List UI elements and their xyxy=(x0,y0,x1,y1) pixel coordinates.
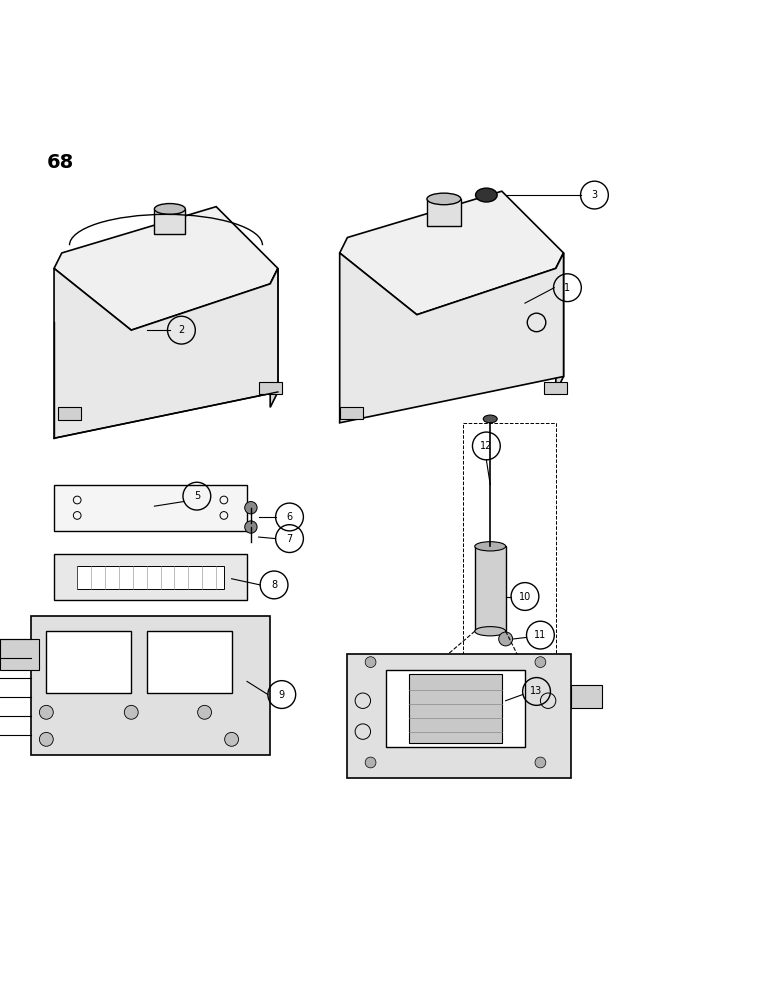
Text: 8: 8 xyxy=(271,580,277,590)
Ellipse shape xyxy=(476,188,497,202)
Circle shape xyxy=(365,757,376,768)
Circle shape xyxy=(198,705,212,719)
Polygon shape xyxy=(347,654,571,778)
Circle shape xyxy=(39,705,53,719)
Text: 2: 2 xyxy=(178,325,185,335)
Circle shape xyxy=(245,521,257,533)
Ellipse shape xyxy=(475,542,506,551)
Polygon shape xyxy=(340,253,564,423)
Polygon shape xyxy=(31,616,270,755)
Polygon shape xyxy=(54,268,278,438)
Polygon shape xyxy=(259,382,282,394)
Text: 68: 68 xyxy=(46,153,73,172)
Text: 3: 3 xyxy=(591,190,598,200)
Polygon shape xyxy=(270,268,278,407)
Polygon shape xyxy=(54,207,278,330)
Ellipse shape xyxy=(475,627,506,636)
Ellipse shape xyxy=(154,204,185,214)
Polygon shape xyxy=(77,566,224,589)
Polygon shape xyxy=(386,670,525,747)
Polygon shape xyxy=(409,674,502,743)
Circle shape xyxy=(365,657,376,668)
Polygon shape xyxy=(340,191,564,315)
Circle shape xyxy=(535,657,546,668)
Circle shape xyxy=(245,502,257,514)
Polygon shape xyxy=(58,407,81,420)
Text: 6: 6 xyxy=(286,512,293,522)
Circle shape xyxy=(39,732,53,746)
Circle shape xyxy=(499,632,513,646)
Polygon shape xyxy=(340,407,363,419)
Text: 9: 9 xyxy=(279,690,285,700)
Polygon shape xyxy=(154,209,185,234)
Text: 12: 12 xyxy=(480,441,493,451)
Polygon shape xyxy=(54,554,247,600)
Text: 13: 13 xyxy=(530,686,543,696)
Polygon shape xyxy=(556,253,564,392)
Text: 7: 7 xyxy=(286,534,293,544)
Polygon shape xyxy=(54,485,247,531)
Polygon shape xyxy=(46,631,131,693)
Polygon shape xyxy=(427,199,461,226)
Polygon shape xyxy=(147,631,232,693)
Text: 10: 10 xyxy=(519,591,531,601)
Ellipse shape xyxy=(483,415,497,423)
Polygon shape xyxy=(475,546,506,631)
Text: 5: 5 xyxy=(194,491,200,501)
Circle shape xyxy=(124,705,138,719)
Polygon shape xyxy=(0,639,39,670)
Polygon shape xyxy=(571,685,602,708)
Polygon shape xyxy=(544,382,567,394)
Ellipse shape xyxy=(427,193,461,205)
Circle shape xyxy=(225,732,239,746)
Circle shape xyxy=(535,757,546,768)
Text: 11: 11 xyxy=(534,630,547,640)
Text: 1: 1 xyxy=(564,283,571,293)
